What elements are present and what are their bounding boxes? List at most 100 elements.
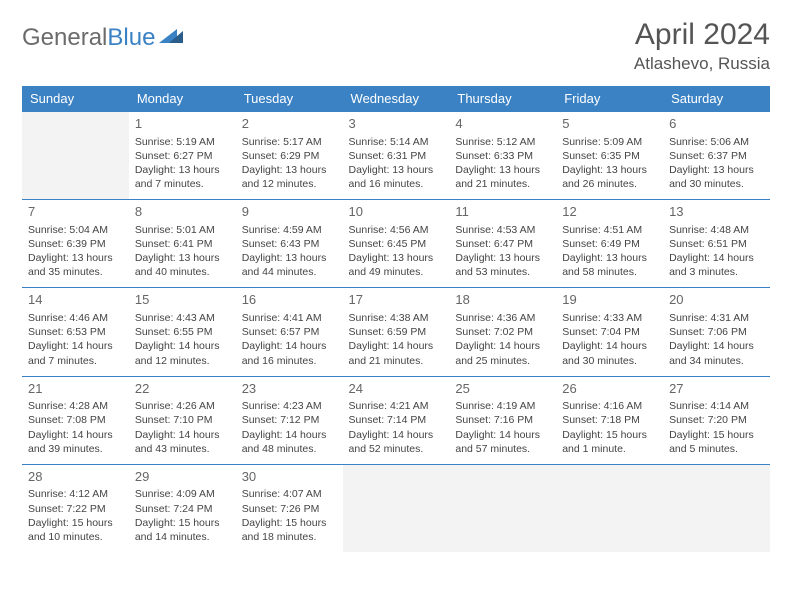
calendar-cell: 5Sunrise: 5:09 AMSunset: 6:35 PMDaylight… [556,112,663,200]
daylight-text: Daylight: 15 hours and 5 minutes. [669,428,764,456]
sunset-text: Sunset: 7:12 PM [242,413,337,427]
weekday-header: Saturday [663,86,770,112]
daylight-text: Daylight: 13 hours and 16 minutes. [349,163,444,191]
sunset-text: Sunset: 6:29 PM [242,149,337,163]
calendar-week: 14Sunrise: 4:46 AMSunset: 6:53 PMDayligh… [22,288,770,376]
calendar-week: 28Sunrise: 4:12 AMSunset: 7:22 PMDayligh… [22,464,770,552]
day-number: 7 [28,203,123,221]
daylight-text: Daylight: 13 hours and 58 minutes. [562,251,657,279]
calendar-cell: 6Sunrise: 5:06 AMSunset: 6:37 PMDaylight… [663,112,770,200]
sunrise-text: Sunrise: 5:09 AM [562,135,657,149]
day-number: 19 [562,291,657,309]
sunrise-text: Sunrise: 5:17 AM [242,135,337,149]
sunrise-text: Sunrise: 4:41 AM [242,311,337,325]
calendar-cell: 20Sunrise: 4:31 AMSunset: 7:06 PMDayligh… [663,288,770,376]
day-number: 22 [135,380,230,398]
weekday-header: Monday [129,86,236,112]
day-number: 12 [562,203,657,221]
sunset-text: Sunset: 7:24 PM [135,502,230,516]
day-number: 9 [242,203,337,221]
sunrise-text: Sunrise: 4:56 AM [349,223,444,237]
sunrise-text: Sunrise: 5:12 AM [455,135,550,149]
sunset-text: Sunset: 7:06 PM [669,325,764,339]
calendar-cell: 13Sunrise: 4:48 AMSunset: 6:51 PMDayligh… [663,200,770,288]
sunset-text: Sunset: 7:04 PM [562,325,657,339]
day-number: 8 [135,203,230,221]
day-number: 1 [135,115,230,133]
sunrise-text: Sunrise: 4:28 AM [28,399,123,413]
brand-part2: Blue [107,24,155,52]
daylight-text: Daylight: 13 hours and 26 minutes. [562,163,657,191]
flag-icon [159,24,185,52]
day-number: 17 [349,291,444,309]
sunrise-text: Sunrise: 4:26 AM [135,399,230,413]
daylight-text: Daylight: 14 hours and 25 minutes. [455,339,550,367]
sunrise-text: Sunrise: 5:19 AM [135,135,230,149]
day-number: 21 [28,380,123,398]
calendar-week: 21Sunrise: 4:28 AMSunset: 7:08 PMDayligh… [22,376,770,464]
sunset-text: Sunset: 6:41 PM [135,237,230,251]
daylight-text: Daylight: 14 hours and 48 minutes. [242,428,337,456]
calendar-cell: 16Sunrise: 4:41 AMSunset: 6:57 PMDayligh… [236,288,343,376]
day-number: 29 [135,468,230,486]
sunrise-text: Sunrise: 4:19 AM [455,399,550,413]
sunset-text: Sunset: 6:53 PM [28,325,123,339]
daylight-text: Daylight: 14 hours and 16 minutes. [242,339,337,367]
day-number: 5 [562,115,657,133]
daylight-text: Daylight: 15 hours and 1 minute. [562,428,657,456]
calendar-cell: 15Sunrise: 4:43 AMSunset: 6:55 PMDayligh… [129,288,236,376]
sunset-text: Sunset: 6:59 PM [349,325,444,339]
sunrise-text: Sunrise: 5:04 AM [28,223,123,237]
calendar-cell: 1Sunrise: 5:19 AMSunset: 6:27 PMDaylight… [129,112,236,200]
calendar-cell [343,464,450,552]
calendar-cell: 14Sunrise: 4:46 AMSunset: 6:53 PMDayligh… [22,288,129,376]
daylight-text: Daylight: 14 hours and 34 minutes. [669,339,764,367]
day-number: 24 [349,380,444,398]
sunset-text: Sunset: 7:16 PM [455,413,550,427]
calendar-week: 1 Sunrise: 5:19 AMSunset: 6:27 PM Daylight… [22,112,770,200]
sunrise-text: Sunrise: 4:12 AM [28,487,123,501]
daylight-text: Daylight: 14 hours and 7 minutes. [28,339,123,367]
calendar-cell: 30Sunrise: 4:07 AMSunset: 7:26 PMDayligh… [236,464,343,552]
sunset-text: Sunset: 6:49 PM [562,237,657,251]
sunrise-text: Sunrise: 4:59 AM [242,223,337,237]
day-number: 10 [349,203,444,221]
sunset-text: Sunset: 6:27 PM [135,149,230,163]
day-number: 30 [242,468,337,486]
calendar-cell: 17Sunrise: 4:38 AMSunset: 6:59 PMDayligh… [343,288,450,376]
sunset-text: Sunset: 6:47 PM [455,237,550,251]
weekday-header: Thursday [449,86,556,112]
day-number: 6 [669,115,764,133]
sunrise-text: Sunrise: 5:06 AM [669,135,764,149]
calendar-cell: 2Sunrise: 5:17 AMSunset: 6:29 PMDaylight… [236,112,343,200]
sunrise-text: Sunrise: 4:48 AM [669,223,764,237]
calendar-cell: 22Sunrise: 4:26 AMSunset: 7:10 PMDayligh… [129,376,236,464]
calendar-cell [663,464,770,552]
daylight-text: Daylight: 13 hours and 44 minutes. [242,251,337,279]
day-number: 13 [669,203,764,221]
sunrise-text: Sunrise: 4:14 AM [669,399,764,413]
sunset-text: Sunset: 7:26 PM [242,502,337,516]
brand-logo: GeneralBlue [22,24,185,52]
calendar-cell: 23Sunrise: 4:23 AMSunset: 7:12 PMDayligh… [236,376,343,464]
calendar-cell: 25Sunrise: 4:19 AMSunset: 7:16 PMDayligh… [449,376,556,464]
sunrise-text: Sunrise: 4:07 AM [242,487,337,501]
calendar-cell: 18Sunrise: 4:36 AMSunset: 7:02 PMDayligh… [449,288,556,376]
sunset-text: Sunset: 7:20 PM [669,413,764,427]
sunset-text: Sunset: 6:31 PM [349,149,444,163]
sunset-text: Sunset: 6:45 PM [349,237,444,251]
sunrise-text: Sunrise: 4:36 AM [455,311,550,325]
day-number: 3 [349,115,444,133]
weekday-header: Wednesday [343,86,450,112]
sunset-text: Sunset: 7:10 PM [135,413,230,427]
daylight-text: Daylight: 14 hours and 39 minutes. [28,428,123,456]
sunset-text: Sunset: 6:33 PM [455,149,550,163]
day-number: 11 [455,203,550,221]
daylight-text: Daylight: 13 hours and 49 minutes. [349,251,444,279]
calendar-cell [449,464,556,552]
calendar-cell: 3Sunrise: 5:14 AMSunset: 6:31 PMDaylight… [343,112,450,200]
weekday-header: Friday [556,86,663,112]
sunset-text: Sunset: 6:51 PM [669,237,764,251]
sunrise-text: Sunrise: 4:21 AM [349,399,444,413]
calendar-cell: 9Sunrise: 4:59 AMSunset: 6:43 PMDaylight… [236,200,343,288]
